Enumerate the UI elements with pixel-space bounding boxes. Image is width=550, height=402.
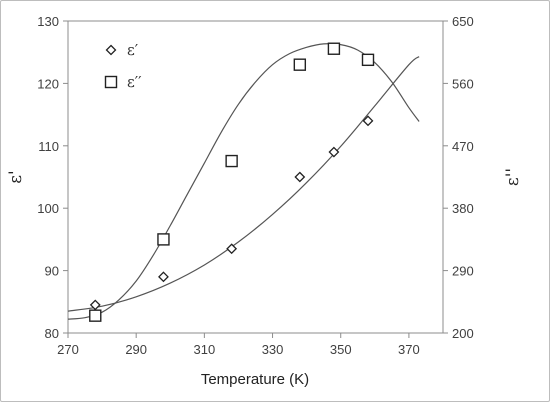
y-left-tick-label: 80 bbox=[45, 326, 59, 341]
y-right-tick-label: 470 bbox=[452, 139, 474, 154]
legend-label: ε′′ bbox=[127, 73, 142, 91]
square-marker bbox=[293, 58, 307, 71]
y-right-tick-label: 650 bbox=[452, 14, 474, 29]
square-marker bbox=[225, 154, 238, 168]
y-right-tick-label: 290 bbox=[452, 264, 474, 279]
y-right-tick-label: 380 bbox=[452, 201, 474, 216]
y-left-tick-label: 100 bbox=[37, 201, 59, 216]
x-tick-label: 350 bbox=[330, 342, 352, 357]
legend: ε′ ε′′ bbox=[104, 41, 142, 91]
x-tick-label: 330 bbox=[262, 342, 284, 357]
y-right-tick-label: 200 bbox=[452, 326, 474, 341]
diamond-marker bbox=[158, 271, 169, 283]
x-tick-label: 370 bbox=[398, 342, 420, 357]
x-axis-label: Temperature (K) bbox=[201, 371, 309, 388]
y-left-tick-label: 110 bbox=[38, 139, 59, 154]
square-marker bbox=[327, 42, 341, 55]
square-marker bbox=[361, 53, 375, 67]
x-tick-label: 270 bbox=[57, 342, 79, 357]
diamond-marker bbox=[226, 243, 238, 255]
fit-curve-eps-double-prime bbox=[67, 43, 420, 320]
legend-diamond-marker bbox=[105, 44, 117, 56]
fit-curves bbox=[67, 43, 420, 320]
square-marker bbox=[157, 233, 170, 246]
x-tick-label: 290 bbox=[125, 342, 147, 357]
square-marker bbox=[89, 309, 102, 322]
y-right-axis-label: ε'' bbox=[503, 168, 523, 186]
fit-curve-eps-prime bbox=[67, 56, 420, 312]
axis-ticks: 270 290 310 330 350 370 80 90 100 110 120 130 200 290… bbox=[37, 14, 473, 357]
diamond-marker bbox=[328, 146, 340, 158]
diamond-marker bbox=[294, 171, 306, 183]
legend-square-marker bbox=[104, 75, 118, 89]
x-tick-label: 310 bbox=[194, 342, 216, 357]
legend-label: ε′ bbox=[127, 41, 139, 59]
y-left-tick-label: 130 bbox=[37, 14, 59, 29]
y-left-axis-label: ε' bbox=[6, 170, 26, 183]
plot-frame bbox=[67, 20, 444, 334]
y-left-tick-label: 120 bbox=[37, 76, 59, 91]
y-left-tick-label: 90 bbox=[45, 264, 59, 279]
diamond-marker bbox=[362, 115, 374, 127]
y-right-tick-label: 560 bbox=[452, 76, 474, 91]
diamond-marker bbox=[89, 299, 101, 311]
data-markers bbox=[89, 42, 375, 322]
